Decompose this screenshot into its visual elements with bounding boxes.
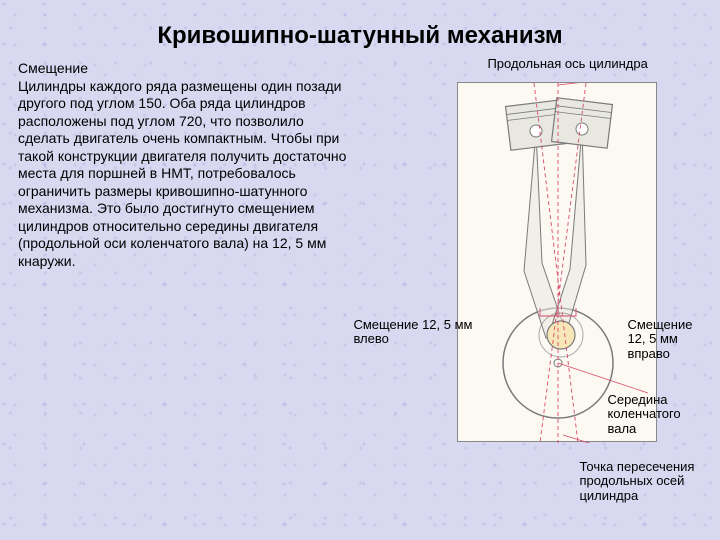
body-text: Цилиндры каждого ряда размещены один поз… bbox=[18, 78, 357, 271]
label-intersection-line3: цилиндра bbox=[579, 488, 638, 503]
label-crank-center-line2: коленчатого вала bbox=[607, 406, 680, 435]
label-intersection: Точка пересечения продольных осей цилинд… bbox=[579, 460, 694, 503]
label-intersection-line2: продольных осей bbox=[579, 473, 684, 488]
label-crank-center-line1: Середина bbox=[607, 392, 667, 407]
label-offset-left: Смещение 12, 5 мм влево bbox=[353, 318, 472, 347]
label-axis-top: Продольная ось цилиндра bbox=[487, 56, 647, 71]
crank-mechanism-diagram bbox=[458, 83, 658, 443]
content-area: Смещение Цилиндры каждого ряда размещены… bbox=[0, 60, 720, 500]
label-offset-left-line2: влево bbox=[353, 331, 388, 346]
label-offset-left-line1: Смещение 12, 5 мм bbox=[353, 317, 472, 332]
label-offset-right: Смещение 12, 5 мм вправо bbox=[627, 318, 702, 361]
label-offset-right-line1: Смещение 12, 5 мм bbox=[627, 317, 692, 346]
subheading: Смещение bbox=[18, 60, 357, 78]
slide-title: Кривошипно-шатунный механизм bbox=[0, 0, 720, 60]
diagram-column: Продольная ось цилиндра Смещение 12, 5 м… bbox=[367, 60, 702, 500]
text-column: Смещение Цилиндры каждого ряда размещены… bbox=[18, 60, 357, 500]
label-offset-right-line2: вправо bbox=[627, 346, 669, 361]
label-intersection-line1: Точка пересечения bbox=[579, 459, 694, 474]
diagram-box bbox=[457, 82, 657, 442]
label-crank-center: Середина коленчатого вала bbox=[607, 393, 702, 436]
